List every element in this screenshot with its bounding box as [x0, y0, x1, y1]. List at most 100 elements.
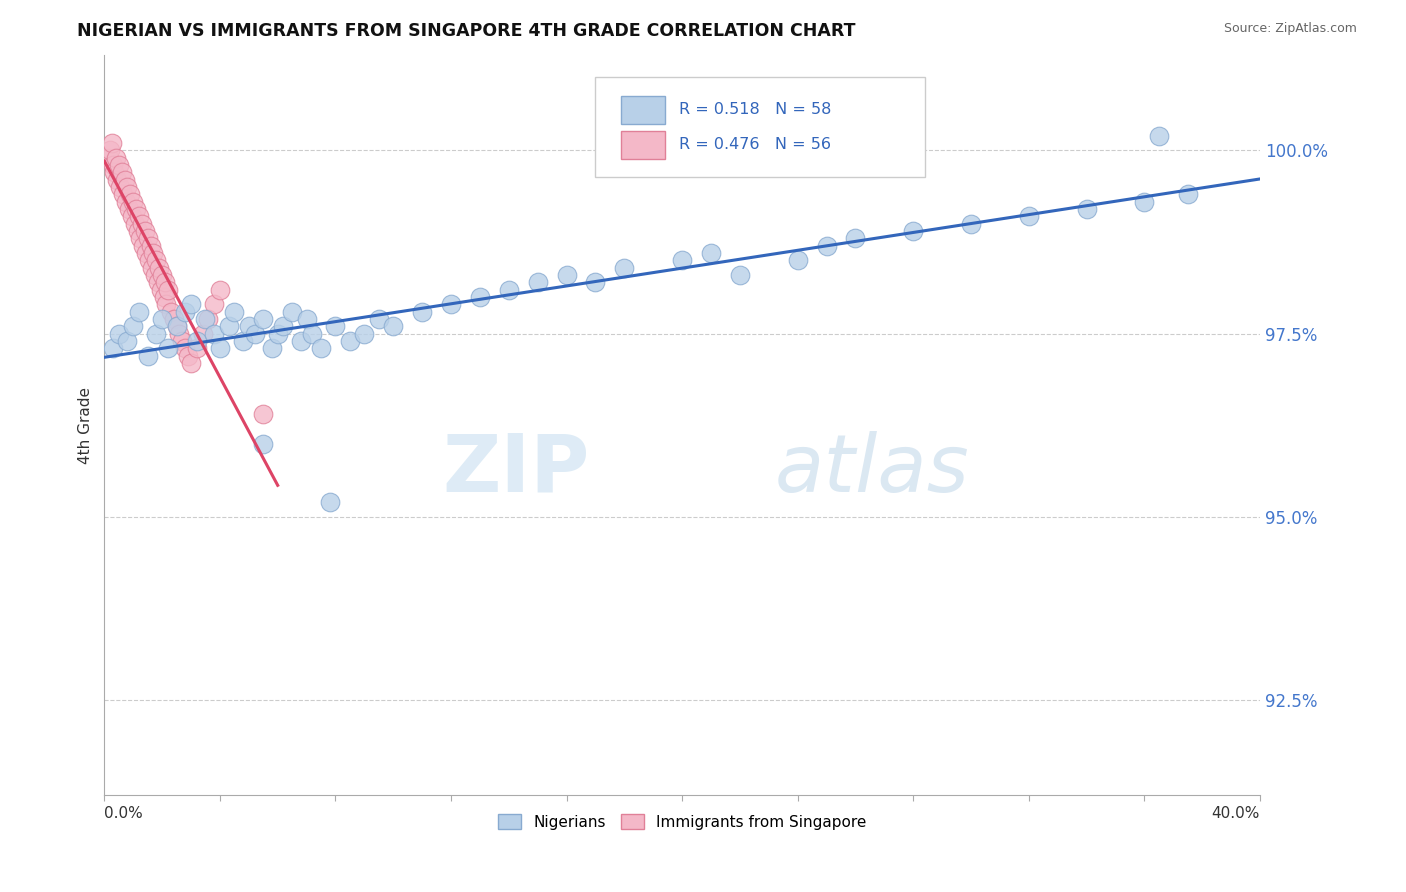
Point [110, 180, 132, 194]
Point [142, 246, 165, 260]
Point [411, 304, 433, 318]
Text: atlas: atlas [775, 431, 969, 508]
Point [177, 349, 200, 363]
Point [202, 326, 225, 341]
Point [117, 180, 139, 194]
Point [728, 268, 751, 282]
Point [186, 334, 208, 348]
Point [174, 341, 197, 355]
Point [252, 436, 274, 450]
Point [125, 202, 148, 216]
Point [129, 231, 152, 245]
Point [131, 217, 153, 231]
Point [353, 326, 375, 341]
Point [97, 151, 120, 165]
Point [153, 276, 176, 290]
Point [208, 341, 231, 355]
Point [145, 253, 167, 268]
Point [526, 276, 548, 290]
Point [252, 312, 274, 326]
Point [104, 151, 127, 165]
Point [156, 283, 179, 297]
Point [138, 253, 160, 268]
Point [585, 276, 607, 290]
Point [103, 165, 125, 179]
Point [960, 217, 983, 231]
Point [1018, 210, 1040, 224]
Point [155, 297, 177, 311]
Point [117, 334, 139, 348]
Point [555, 268, 578, 282]
Point [122, 319, 145, 334]
Point [127, 224, 149, 238]
Point [124, 217, 146, 231]
Point [339, 334, 361, 348]
Text: NIGERIAN VS IMMIGRANTS FROM SINGAPORE 4TH GRADE CORRELATION CHART: NIGERIAN VS IMMIGRANTS FROM SINGAPORE 4T… [77, 22, 856, 40]
Point [118, 202, 141, 216]
Text: Source: ZipAtlas.com: Source: ZipAtlas.com [1223, 22, 1357, 36]
Point [136, 231, 159, 245]
Point [197, 312, 219, 326]
Point [100, 136, 122, 150]
Point [174, 304, 197, 318]
Point [128, 210, 150, 224]
Y-axis label: 4th Grade: 4th Grade [79, 387, 93, 464]
Point [128, 304, 150, 318]
Point [121, 210, 143, 224]
Point [156, 341, 179, 355]
Point [112, 187, 135, 202]
Point [468, 290, 491, 304]
Point [136, 349, 159, 363]
Point [172, 334, 194, 348]
Point [143, 268, 166, 282]
Point [135, 246, 157, 260]
Point [267, 326, 290, 341]
Point [132, 238, 155, 252]
Point [218, 319, 240, 334]
Bar [621, 95, 665, 124]
Text: 40.0%: 40.0% [1212, 806, 1260, 822]
Point [309, 341, 332, 355]
Point [367, 312, 389, 326]
Point [273, 319, 295, 334]
Point [1133, 194, 1156, 209]
Point [141, 260, 163, 275]
Text: ZIP: ZIP [443, 431, 589, 508]
Point [134, 224, 156, 238]
Point [295, 312, 318, 326]
Point [149, 283, 172, 297]
Point [232, 334, 254, 348]
Point [98, 144, 121, 158]
Point [786, 253, 808, 268]
Point [260, 341, 283, 355]
Point [1076, 202, 1098, 216]
Point [163, 312, 186, 326]
FancyBboxPatch shape [596, 78, 925, 178]
Point [146, 276, 169, 290]
Bar [621, 130, 665, 159]
Point [111, 165, 134, 179]
Point [166, 319, 188, 334]
Point [1177, 187, 1199, 202]
Point [1147, 128, 1170, 143]
Text: R = 0.476   N = 56: R = 0.476 N = 56 [679, 137, 831, 153]
Point [145, 326, 167, 341]
Point [101, 341, 124, 355]
Point [224, 304, 246, 318]
Point [243, 326, 266, 341]
Point [700, 246, 723, 260]
Point [440, 297, 463, 311]
Point [301, 326, 323, 341]
Text: 0.0%: 0.0% [104, 806, 143, 822]
Point [148, 260, 170, 275]
Point [180, 297, 202, 311]
Point [252, 407, 274, 421]
Point [186, 341, 208, 355]
Point [150, 268, 173, 282]
Point [101, 158, 124, 172]
Point [120, 187, 142, 202]
Point [290, 334, 312, 348]
Point [613, 260, 636, 275]
Legend: Nigerians, Immigrants from Singapore: Nigerians, Immigrants from Singapore [492, 807, 873, 836]
Point [318, 495, 340, 509]
